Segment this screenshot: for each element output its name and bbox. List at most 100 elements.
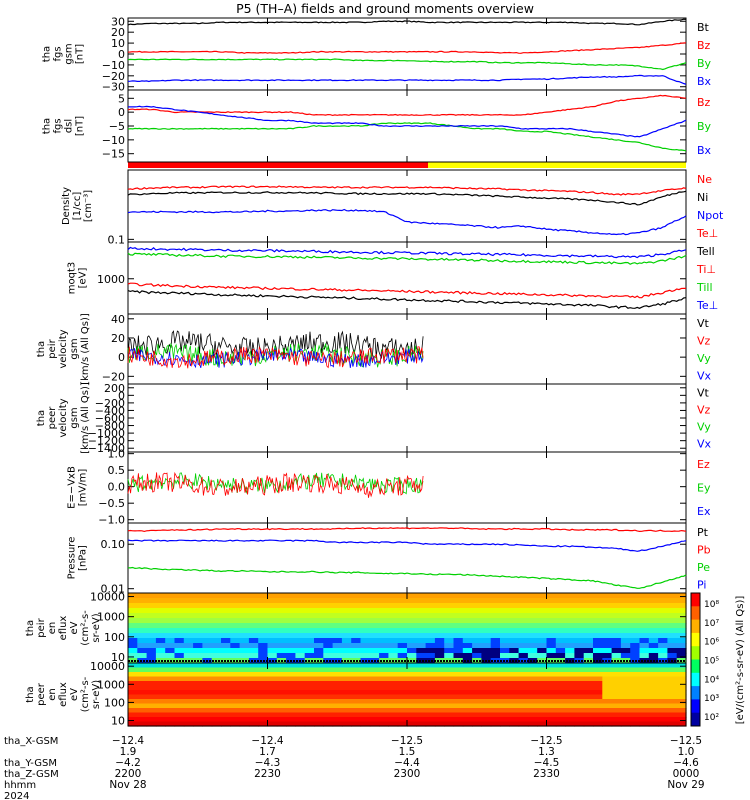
heatmap-cell [174, 690, 185, 696]
heatmap-cell [369, 663, 380, 669]
heatmap-cell [267, 603, 278, 609]
series-line-0 [127, 94, 687, 117]
heatmap-cell [323, 628, 334, 634]
heatmap-cell [295, 638, 306, 644]
heatmap-cell [314, 681, 324, 687]
heatmap-cell [137, 608, 148, 614]
heatmap-cell [667, 721, 678, 727]
heatmap-cell [555, 690, 566, 696]
heatmap-cell [444, 667, 455, 673]
heatmap-cell [379, 648, 389, 654]
heatmap-cell [183, 676, 194, 682]
heatmap-cell [565, 699, 575, 705]
colorbar-tick-label: 10⁴ [704, 675, 719, 685]
heatmap-cell [137, 699, 148, 705]
y-tick-label: 1000 [97, 273, 125, 286]
heatmap-cell [434, 658, 445, 664]
heatmap-cell [583, 633, 594, 639]
heatmap-cell [500, 708, 510, 714]
heatmap-cell [658, 618, 668, 624]
heatmap-cell [230, 708, 241, 714]
heatmap-cell [221, 667, 231, 673]
heatmap-cell [174, 708, 185, 714]
y-axis-label-line: dsl [64, 119, 75, 133]
heatmap-cell [211, 721, 222, 727]
heatmap-cell [667, 648, 678, 654]
heatmap-cell [425, 658, 436, 664]
heatmap-cell [434, 685, 445, 691]
colorbar-segment [691, 686, 700, 700]
y-tick-label: 0.1 [108, 233, 126, 246]
heatmap-cell [565, 721, 575, 727]
heatmap-cell [183, 717, 194, 723]
heatmap-cell [183, 685, 194, 691]
heatmap-cell [611, 603, 622, 609]
ephem-value: −12.5 [670, 735, 702, 747]
y-tick-label: 0.10 [101, 538, 126, 551]
heatmap-cell [155, 708, 166, 714]
heatmap-cell [611, 643, 622, 649]
heatmap-cell [314, 628, 324, 634]
heatmap-cell [639, 667, 650, 673]
heatmap-cell [165, 633, 176, 639]
heatmap-cell [221, 663, 231, 669]
heatmap-cell [267, 643, 278, 649]
heatmap-cell [462, 667, 473, 673]
heatmap-cell [174, 712, 185, 718]
heatmap-cell [602, 598, 613, 604]
heatmap-cell [620, 653, 631, 659]
heatmap-cell [388, 638, 399, 644]
heatmap-cell [453, 618, 464, 624]
heatmap-cell [248, 690, 259, 696]
panel-frame [127, 383, 687, 453]
heatmap-cell [425, 685, 436, 691]
heatmap-cell [490, 703, 501, 709]
heatmap-cell [639, 593, 650, 599]
heatmap-cell [490, 618, 501, 624]
heatmap-cell [676, 623, 687, 629]
heatmap-cell [304, 708, 315, 714]
heatmap-cell [341, 623, 352, 629]
heatmap-cell [295, 708, 306, 714]
heatmap-cell [481, 667, 492, 673]
heatmap-cell [434, 638, 445, 644]
y-tick-label: −20 [102, 70, 125, 83]
heatmap-cell [667, 681, 678, 687]
heatmap-cell [369, 598, 380, 604]
heatmap-cell [425, 603, 436, 609]
heatmap-cell [388, 685, 399, 691]
heatmap-cell [174, 694, 185, 700]
heatmap-cell [658, 721, 668, 727]
heatmap-cell [351, 712, 362, 718]
heatmap-cell [276, 721, 287, 727]
legend-label: Vx [697, 438, 712, 451]
heatmap-cell [165, 603, 176, 609]
heatmap-cell [239, 648, 250, 654]
y-tick-label: 10 [111, 37, 125, 50]
heatmap-cell [183, 618, 194, 624]
heatmap-cell [137, 712, 148, 718]
heatmap-cell [565, 598, 575, 604]
heatmap-cell [527, 653, 538, 659]
heatmap-cell [444, 685, 455, 691]
heatmap-cell [239, 608, 250, 614]
heatmap-cell [248, 708, 259, 714]
colorbar-segment [691, 712, 700, 727]
heatmap-cell [128, 712, 138, 718]
heatmap-cell [379, 672, 389, 678]
heatmap-cell [146, 603, 157, 609]
heatmap-cell [500, 618, 510, 624]
ephem-value: 1.0 [678, 746, 695, 758]
heatmap-cell [555, 598, 566, 604]
heatmap-cell [425, 598, 436, 604]
y-tick-label: −30 [102, 81, 125, 94]
heatmap-cell [369, 685, 380, 691]
heatmap-cell [323, 643, 334, 649]
heatmap-cell [267, 608, 278, 614]
heatmap-cell [295, 667, 306, 673]
heatmap-cell [230, 721, 241, 727]
heatmap-cell [444, 593, 455, 599]
heatmap-cell [276, 676, 287, 682]
y-axis-label-line: peir [36, 617, 47, 637]
heatmap-cell [546, 618, 557, 624]
